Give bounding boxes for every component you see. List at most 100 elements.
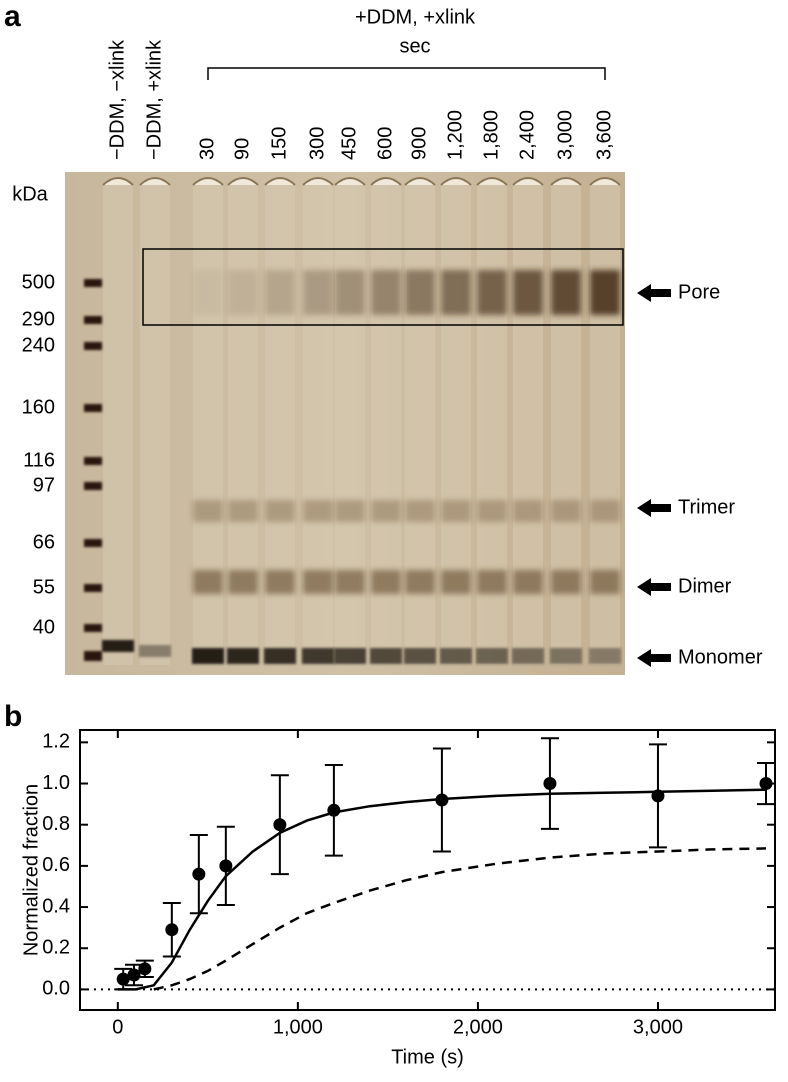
y-tick-label: 0.2 — [42, 937, 70, 959]
marker-label: 66 — [33, 531, 55, 553]
gel-band — [590, 270, 620, 315]
data-point — [219, 859, 233, 873]
marker-label: 116 — [23, 449, 55, 471]
gel-band — [550, 648, 582, 664]
well — [192, 177, 224, 186]
kda-label: kDa — [12, 183, 48, 205]
panel-label: b — [4, 700, 22, 733]
panel-label: a — [4, 0, 21, 33]
marker-label: 240 — [22, 334, 55, 356]
lane-label: 2,400 — [516, 110, 538, 160]
well — [589, 177, 621, 186]
lane-label: 30 — [196, 138, 218, 160]
fit-line — [153, 847, 767, 991]
lane-label: 1,200 — [444, 110, 466, 160]
gel-band — [265, 500, 295, 522]
y-tick-label: 0.8 — [42, 813, 70, 835]
gel-band — [303, 270, 333, 315]
marker-label: 290 — [22, 308, 55, 330]
gel-band — [513, 270, 543, 315]
data-point — [543, 777, 557, 791]
gel-band — [228, 270, 258, 315]
well — [264, 177, 296, 186]
x-tick-label: 0 — [112, 1016, 123, 1038]
gel-band — [589, 648, 621, 664]
lane-label: 900 — [408, 127, 430, 160]
gel-band — [227, 648, 259, 664]
well — [102, 177, 134, 186]
lane-group-header: +DDM, +xlink — [355, 6, 476, 28]
bracket — [207, 67, 606, 80]
well — [227, 177, 259, 186]
gel-image — [65, 172, 625, 675]
marker-band — [84, 316, 102, 324]
y-tick-label: 0.0 — [42, 978, 70, 1000]
gel-band — [335, 270, 365, 315]
gel-band — [476, 648, 508, 664]
data-point — [116, 972, 130, 986]
gel-band — [590, 570, 620, 594]
marker-band — [84, 539, 102, 547]
y-axis-label: Normalized fraction — [20, 784, 42, 956]
lane-label: −DDM, −xlink — [106, 39, 128, 160]
gel-band — [513, 570, 543, 594]
gel-band — [139, 645, 171, 657]
gel-band — [551, 570, 581, 594]
marker-label: 97 — [33, 474, 55, 496]
band-label: Trimer — [678, 496, 735, 518]
x-tick-label: 3,000 — [633, 1016, 683, 1038]
gel-band — [228, 500, 258, 522]
arrow — [637, 284, 671, 302]
gel-band — [228, 570, 258, 594]
marker-band — [84, 584, 102, 592]
gel-band — [441, 270, 471, 315]
gel-band — [335, 570, 365, 594]
gel-band — [192, 648, 224, 664]
lane-label: 90 — [231, 138, 253, 160]
data-point — [127, 968, 141, 982]
gel-band — [193, 570, 223, 594]
gel-band — [477, 270, 507, 315]
lane-label: 450 — [338, 127, 360, 160]
lane-label: 300 — [306, 127, 328, 160]
gel-band — [264, 648, 296, 664]
well — [302, 177, 334, 186]
y-tick-label: 1.0 — [42, 772, 70, 794]
gel-band — [405, 270, 435, 315]
well — [404, 177, 436, 186]
well — [550, 177, 582, 186]
y-tick-label: 1.2 — [42, 731, 70, 753]
gel-band — [334, 648, 366, 664]
gel-band — [405, 500, 435, 522]
data-point — [192, 867, 206, 881]
gel-band — [477, 570, 507, 594]
lane-label: 150 — [268, 127, 290, 160]
marker-band — [84, 651, 102, 661]
plot-frame — [79, 729, 776, 1011]
marker-label: 500 — [22, 271, 55, 293]
arrow — [637, 649, 671, 667]
marker-label: 160 — [22, 396, 55, 418]
gel-band — [551, 500, 581, 522]
lane-label: 600 — [374, 127, 396, 160]
marker-band — [84, 624, 102, 632]
y-tick-label: 0.6 — [42, 854, 70, 876]
lane-label: −DDM, +xlink — [143, 39, 165, 160]
well — [476, 177, 508, 186]
gel-band — [302, 648, 334, 664]
lane-label: 3,000 — [554, 110, 576, 160]
marker-band — [84, 457, 102, 465]
lane-label: 1,800 — [480, 110, 502, 160]
band-label: Pore — [678, 281, 720, 303]
y-tick-label: 0.4 — [42, 895, 70, 917]
gel-band — [512, 648, 544, 664]
well — [440, 177, 472, 186]
well — [512, 177, 544, 186]
gel-band — [102, 640, 134, 652]
gel-band — [440, 648, 472, 664]
data-point — [165, 923, 179, 937]
gel-band — [404, 648, 436, 664]
x-tick-label: 2,000 — [453, 1016, 503, 1038]
gel-band — [371, 270, 401, 315]
data-point — [138, 962, 152, 976]
